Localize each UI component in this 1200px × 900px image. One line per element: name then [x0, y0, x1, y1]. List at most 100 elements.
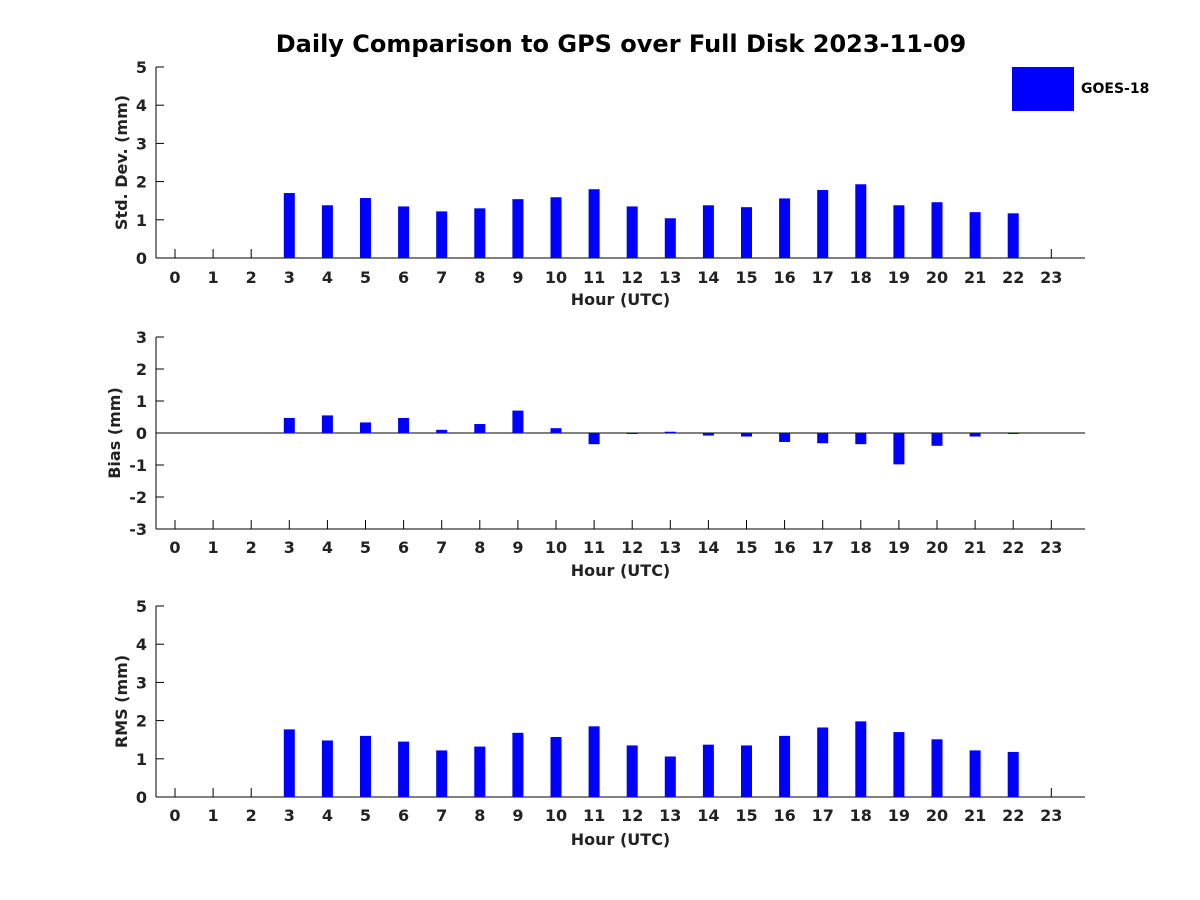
y-tick-label: -3	[129, 520, 147, 539]
bar	[817, 190, 829, 258]
bar	[664, 431, 676, 433]
bar	[931, 202, 943, 258]
legend-swatch	[1012, 67, 1074, 111]
bar	[360, 735, 371, 797]
bar	[283, 193, 295, 258]
x-axis-label: Hour (UTC)	[571, 830, 671, 849]
bar	[702, 205, 714, 258]
y-tick-label: -1	[129, 456, 147, 475]
x-tick-label: 1	[208, 806, 219, 825]
x-tick-label: 13	[659, 806, 681, 825]
y-tick-label: 3	[136, 673, 147, 692]
legend-label: GOES-18	[1081, 81, 1150, 97]
bar	[893, 732, 905, 797]
x-tick-label: 15	[735, 538, 757, 557]
x-tick-label: 22	[1002, 538, 1024, 557]
bar	[702, 744, 714, 797]
bar	[779, 198, 791, 258]
y-tick-label: 2	[136, 173, 147, 192]
x-tick-label: 17	[812, 538, 834, 557]
y-tick-label: 1	[136, 211, 147, 230]
x-tick-label: 5	[360, 268, 371, 287]
x-tick-label: 1	[208, 268, 219, 287]
y-tick-label: 0	[136, 788, 147, 807]
bar	[398, 206, 410, 258]
bar	[588, 726, 600, 797]
bar	[893, 205, 905, 258]
x-tick-label: 7	[436, 806, 447, 825]
bar	[436, 429, 448, 433]
bar	[931, 433, 943, 446]
x-tick-label: 9	[512, 806, 523, 825]
bar	[588, 189, 600, 258]
bar	[436, 750, 448, 797]
x-tick-label: 0	[169, 806, 180, 825]
y-tick-label: 2	[136, 712, 147, 731]
x-tick-label: 18	[850, 268, 872, 287]
bar	[664, 218, 676, 258]
x-tick-label: 23	[1040, 806, 1062, 825]
bar	[855, 721, 867, 797]
y-axis-label: Std. Dev. (mm)	[112, 95, 131, 230]
x-tick-label: 3	[284, 806, 295, 825]
bar	[664, 756, 676, 797]
bar	[1007, 213, 1019, 258]
x-tick-label: 14	[697, 806, 719, 825]
x-tick-label: 8	[474, 806, 485, 825]
x-tick-label: 12	[621, 268, 643, 287]
bar	[512, 199, 524, 258]
y-tick-label: 1	[136, 750, 147, 769]
x-tick-label: 10	[545, 268, 567, 287]
x-tick-label: 3	[284, 538, 295, 557]
y-tick-label: 2	[136, 360, 147, 379]
x-tick-label: 16	[773, 806, 795, 825]
x-tick-label: 22	[1002, 806, 1024, 825]
x-tick-label: 12	[621, 806, 643, 825]
bar	[588, 433, 600, 445]
bar	[283, 417, 295, 433]
bar	[1007, 751, 1019, 797]
bar	[855, 184, 867, 258]
bar	[626, 206, 638, 258]
bar	[1007, 433, 1019, 434]
x-tick-label: 4	[322, 538, 333, 557]
x-tick-label: 5	[360, 806, 371, 825]
bar	[398, 741, 410, 797]
x-tick-label: 23	[1040, 538, 1062, 557]
x-tick-label: 4	[322, 268, 333, 287]
x-tick-label: 21	[964, 806, 986, 825]
x-tick-label: 20	[926, 806, 948, 825]
x-tick-label: 16	[773, 538, 795, 557]
bar	[626, 433, 638, 434]
bar	[321, 205, 333, 258]
bar	[550, 737, 562, 797]
chart-title: Daily Comparison to GPS over Full Disk 2…	[275, 30, 967, 58]
bar	[779, 735, 791, 797]
bar	[893, 433, 905, 465]
y-tick-label: 5	[136, 597, 147, 616]
bar	[321, 415, 333, 433]
bar	[321, 740, 333, 797]
x-tick-label: 3	[284, 268, 295, 287]
y-tick-label: 1	[136, 392, 147, 411]
y-tick-label: 0	[136, 424, 147, 443]
x-tick-label: 1	[208, 538, 219, 557]
bar	[741, 207, 752, 258]
x-tick-label: 13	[659, 538, 681, 557]
x-tick-label: 16	[773, 268, 795, 287]
x-tick-label: 21	[964, 268, 986, 287]
bar	[360, 198, 371, 258]
x-tick-label: 6	[398, 806, 409, 825]
bar	[969, 750, 981, 797]
x-tick-label: 18	[850, 806, 872, 825]
x-tick-label: 21	[964, 538, 986, 557]
bar	[283, 729, 295, 797]
x-tick-label: 10	[545, 538, 567, 557]
y-tick-label: -2	[129, 488, 147, 507]
x-tick-label: 6	[398, 268, 409, 287]
x-tick-label: 0	[169, 538, 180, 557]
x-tick-label: 19	[888, 806, 910, 825]
x-tick-label: 9	[512, 538, 523, 557]
x-tick-label: 9	[512, 268, 523, 287]
